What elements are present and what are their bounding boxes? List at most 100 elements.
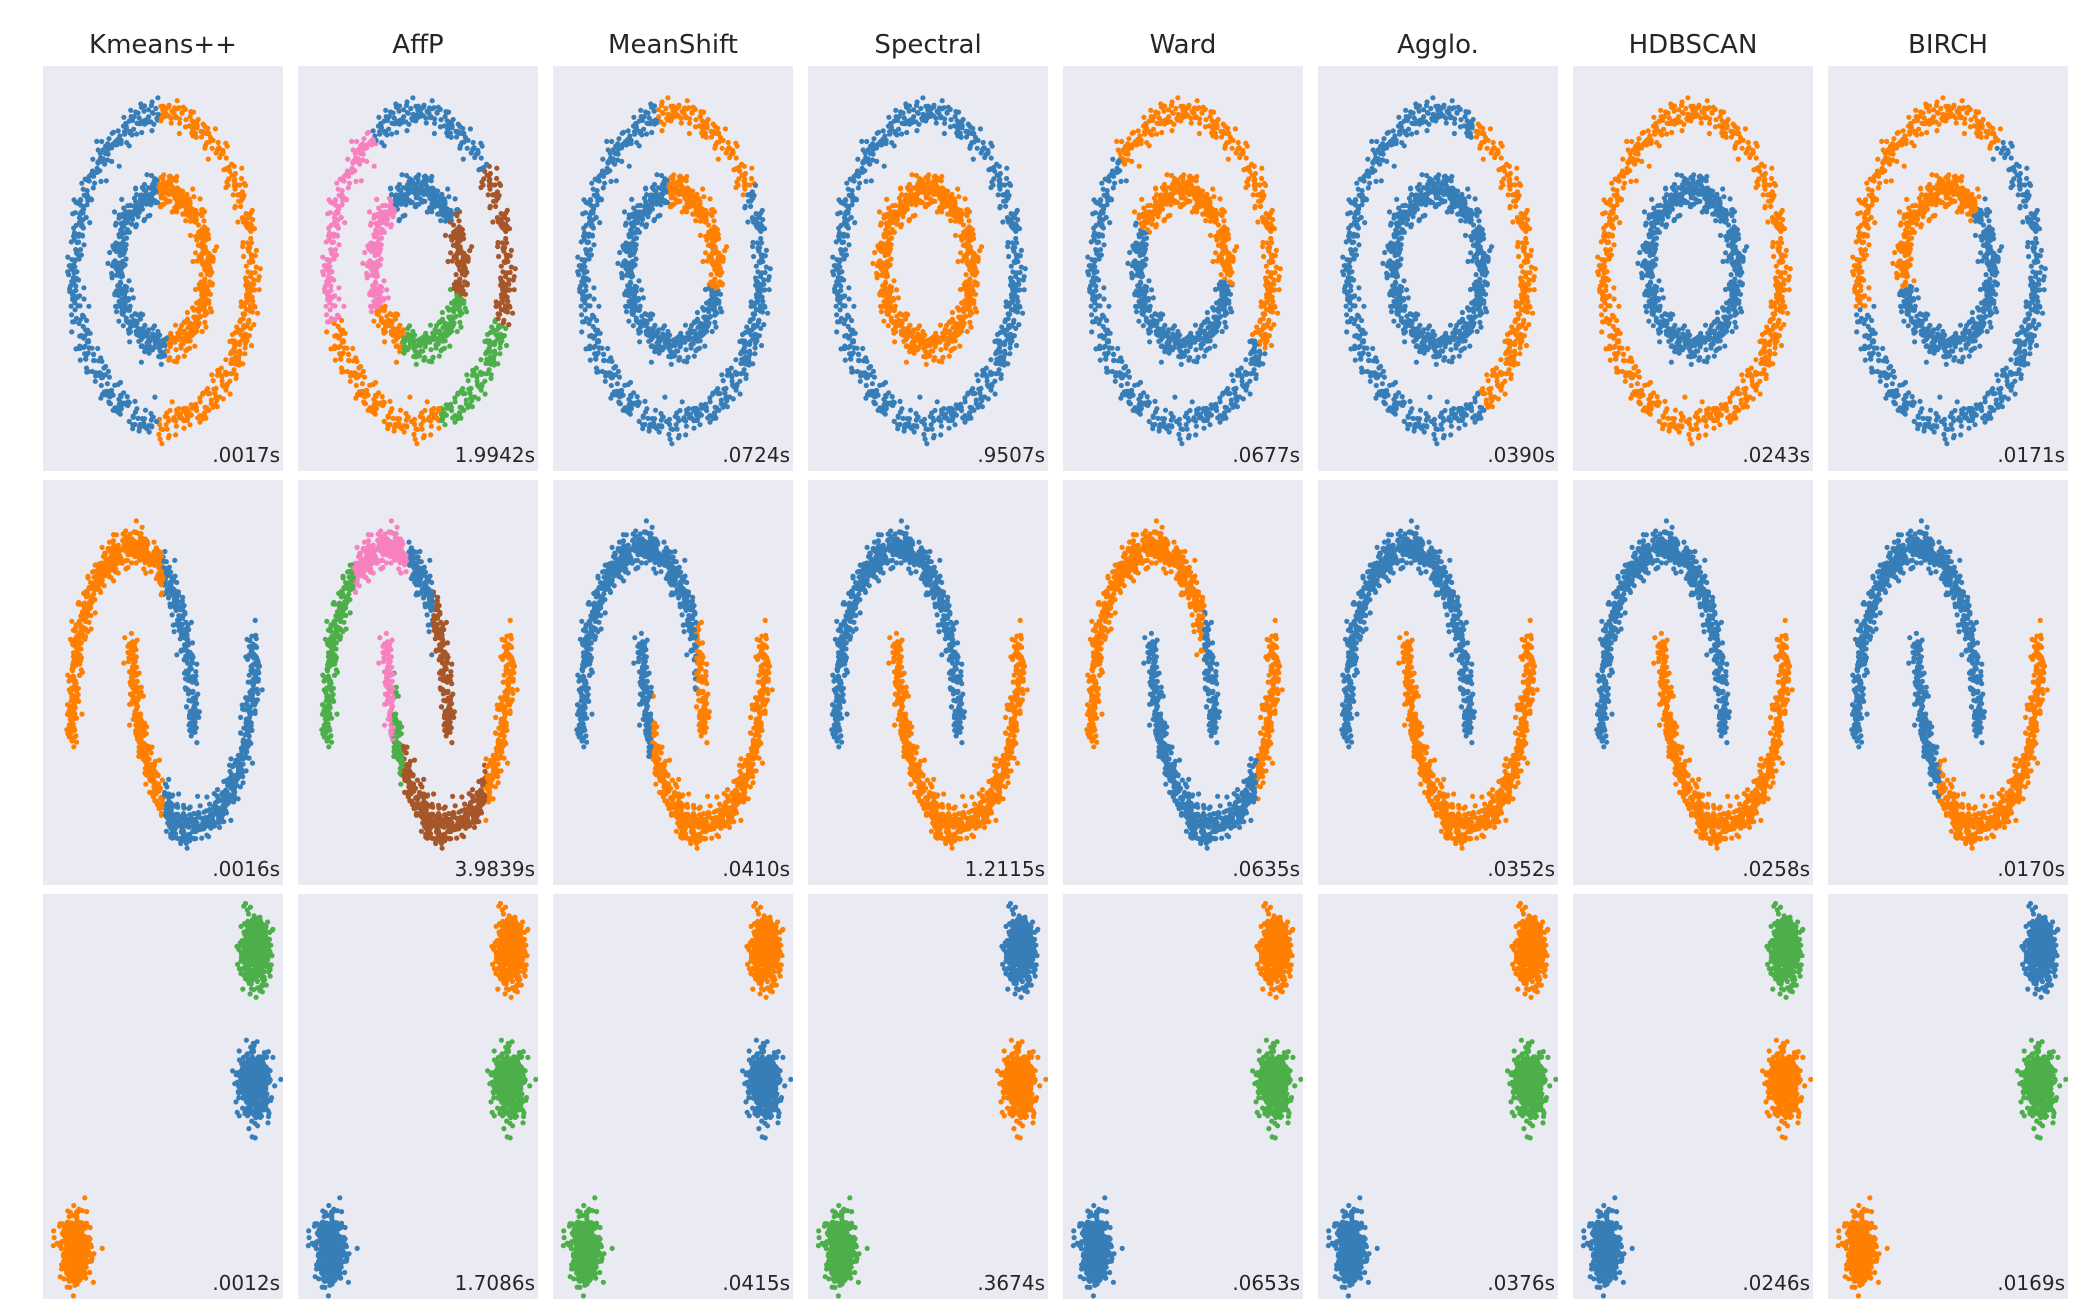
data-point: [151, 121, 157, 127]
data-point: [181, 425, 187, 431]
data-point: [643, 109, 649, 115]
data-point: [452, 314, 458, 320]
data-point: [330, 200, 336, 206]
data-point: [384, 287, 390, 293]
data-point: [353, 382, 359, 389]
data-point: [161, 201, 167, 207]
data-point: [89, 345, 95, 351]
data-point: [133, 109, 139, 115]
data-point: [478, 155, 484, 161]
data-point: [332, 211, 338, 218]
data-point: [658, 102, 665, 108]
data-point: [249, 270, 255, 276]
data-point: [238, 198, 244, 204]
data-point: [397, 117, 403, 123]
data-point: [487, 170, 493, 177]
data-point: [658, 410, 664, 417]
data-point: [634, 394, 640, 400]
data-point: [649, 343, 655, 349]
data-point: [167, 344, 173, 350]
data-point: [676, 357, 682, 363]
data-point: [73, 315, 79, 321]
data-point: [431, 105, 437, 111]
data-point: [158, 174, 164, 181]
data-point: [243, 307, 249, 313]
data-point: [428, 178, 434, 184]
data-point: [668, 361, 674, 367]
data-point: [81, 242, 87, 248]
data-point: [326, 197, 332, 203]
data-point: [358, 363, 364, 370]
data-point: [113, 240, 119, 246]
data-point: [423, 178, 429, 184]
data-point: [181, 408, 187, 414]
data-point: [423, 120, 429, 126]
data-point: [354, 138, 360, 145]
data-point: [401, 107, 407, 113]
data-point: [759, 240, 765, 246]
data-point: [112, 292, 118, 298]
data-point: [416, 201, 422, 207]
data-point: [477, 166, 483, 172]
data-point: [133, 199, 139, 205]
data-point: [962, 419, 968, 425]
data-point: [691, 425, 697, 431]
data-point: [500, 320, 506, 326]
data-point: [360, 260, 366, 266]
data-point: [69, 312, 75, 318]
data-point: [591, 285, 597, 291]
data-point: [641, 204, 647, 210]
data-point: [629, 245, 635, 251]
data-point: [105, 151, 111, 157]
data-point: [364, 158, 370, 164]
data-point: [98, 382, 104, 389]
data-point: [361, 374, 367, 380]
data-point: [154, 115, 160, 122]
data-point: [203, 286, 209, 292]
data-point: [889, 394, 895, 400]
data-point: [109, 130, 115, 136]
data-point: [139, 192, 145, 198]
data-point: [686, 406, 692, 412]
data-point: [580, 319, 586, 325]
data-point: [492, 348, 498, 354]
data-point: [172, 322, 179, 328]
data-point: [971, 407, 977, 413]
data-point: [1013, 252, 1019, 258]
data-point: [647, 121, 653, 127]
data-point: [411, 181, 418, 187]
data-point: [336, 285, 342, 291]
data-point: [745, 356, 751, 362]
data-point: [631, 114, 637, 120]
data-point: [683, 432, 689, 438]
data-point: [494, 175, 500, 182]
data-point: [190, 186, 196, 192]
data-point: [684, 98, 690, 104]
data-point: [707, 419, 713, 425]
data-point: [353, 178, 359, 184]
data-point: [696, 213, 702, 219]
data-point: [176, 406, 182, 412]
data-point: [705, 321, 711, 327]
data-point: [400, 339, 406, 345]
data-point: [453, 302, 459, 308]
data-point: [340, 198, 346, 204]
data-point: [478, 357, 484, 363]
data-point: [389, 192, 395, 198]
data-point: [644, 192, 650, 198]
data-point: [987, 166, 993, 172]
data-point: [693, 218, 699, 224]
data-point: [237, 182, 243, 188]
data-point: [480, 371, 486, 377]
data-point: [842, 357, 848, 363]
data-point: [445, 186, 451, 192]
data-point: [130, 295, 136, 301]
data-point: [464, 372, 470, 378]
data-point: [629, 273, 636, 279]
data-point: [436, 199, 442, 205]
data-point: [194, 258, 200, 264]
data-point: [345, 156, 351, 162]
data-point: [248, 228, 254, 234]
data-point: [212, 126, 218, 132]
data-point: [706, 309, 712, 315]
